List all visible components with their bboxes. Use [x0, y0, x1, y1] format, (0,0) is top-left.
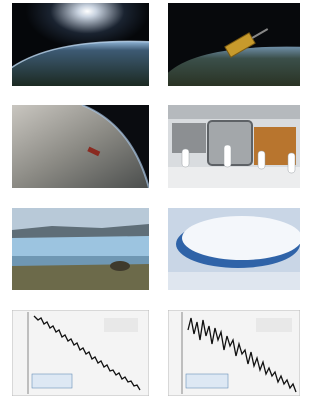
- image: [12, 3, 149, 86]
- ice-disc: [182, 216, 300, 260]
- foreground: [168, 272, 300, 290]
- ceiling: [168, 105, 300, 119]
- thumbnail-cleanroom[interactable]: [168, 105, 300, 188]
- image: [168, 310, 300, 396]
- thumbnail-earth-orbit[interactable]: [12, 105, 149, 188]
- image: [168, 208, 300, 290]
- thumbnail-ice[interactable]: [168, 208, 300, 290]
- image-gallery: [0, 0, 302, 396]
- thumbnail-chart-volatile[interactable]: [168, 310, 300, 396]
- image: [12, 310, 149, 396]
- page: [0, 0, 302, 396]
- legend-box: [32, 374, 72, 388]
- image: [168, 3, 300, 86]
- legend-box: [186, 374, 228, 388]
- floor: [168, 167, 300, 188]
- image: [168, 105, 300, 188]
- rock: [110, 261, 130, 271]
- thumbnail-glacier[interactable]: [12, 208, 149, 290]
- inset-label: [256, 318, 292, 332]
- image: [12, 208, 149, 290]
- image: [12, 105, 149, 188]
- thumbnail-earth-sunrise[interactable]: [12, 3, 149, 86]
- thumbnail-chart-decline[interactable]: [12, 310, 149, 396]
- thumbnail-satellite[interactable]: [168, 3, 300, 86]
- equipment: [172, 123, 206, 153]
- inset-label: [104, 318, 138, 332]
